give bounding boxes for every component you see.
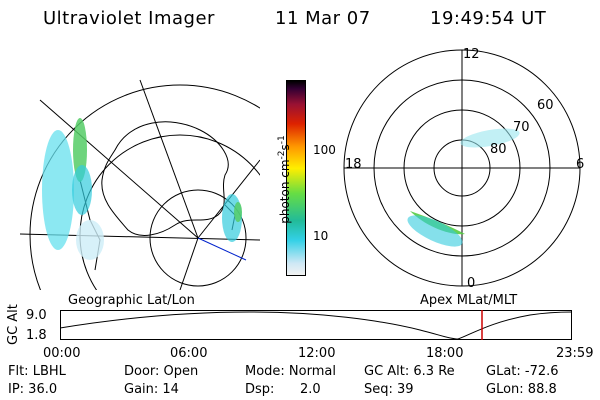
timeline-tick-3: 18:00 (426, 346, 464, 361)
mode-status: Mode: Normal (245, 364, 336, 379)
lat-60-label: 60 (537, 98, 554, 113)
glat-status: GLat: -72.6 (486, 364, 559, 379)
flt-status: Flt: LBHL (8, 364, 66, 379)
lat-70-label: 70 (513, 120, 530, 135)
door-status: Door: Open (124, 364, 199, 379)
timeline-tick-4: 23:59 (556, 346, 594, 361)
dsp-label: Dsp: (245, 382, 275, 397)
timeline-tick-0: 00:00 (43, 346, 81, 361)
mlt-18-label: 18 (345, 157, 362, 172)
colorbar-unit-label: photon cm-2s-1 (276, 135, 292, 224)
apex-caption: Apex MLat/MLT (420, 293, 518, 308)
intensity-colorbar (286, 80, 306, 276)
seq-status: Seq: 39 (364, 382, 414, 397)
timeline-y-bottom: 1.8 (26, 328, 47, 343)
ip-status: IP: 36.0 (8, 382, 58, 397)
colorbar-tick-10: 10 (313, 229, 329, 243)
altitude-timeline (60, 310, 572, 340)
colorbar-tick-100: 100 (313, 143, 336, 157)
dsp-value: 2.0 (300, 382, 321, 397)
glon-status: GLon: 88.8 (486, 382, 557, 397)
mlt-0-label: 0 (467, 276, 476, 291)
gain-status: Gain: 14 (124, 382, 179, 397)
mlt-12-label: 12 (463, 47, 480, 62)
gc-alt-status: GC Alt: 6.3 Re (364, 364, 455, 379)
app-title: Ultraviolet Imager (43, 8, 215, 29)
geographic-caption: Geographic Lat/Lon (68, 293, 195, 308)
time-label: 19:49:54 UT (430, 8, 547, 29)
mlt-6-label: 6 (576, 157, 585, 172)
polar-plot (343, 49, 581, 287)
lat-80-label: 80 (490, 142, 507, 157)
timeline-tick-2: 12:00 (298, 346, 336, 361)
timeline-axis-label: GC Alt (6, 304, 21, 345)
date-label: 11 Mar 07 (275, 8, 371, 29)
timeline-tick-1: 06:00 (170, 346, 208, 361)
timeline-y-top: 9.0 (26, 308, 47, 323)
geographic-map (20, 79, 260, 290)
